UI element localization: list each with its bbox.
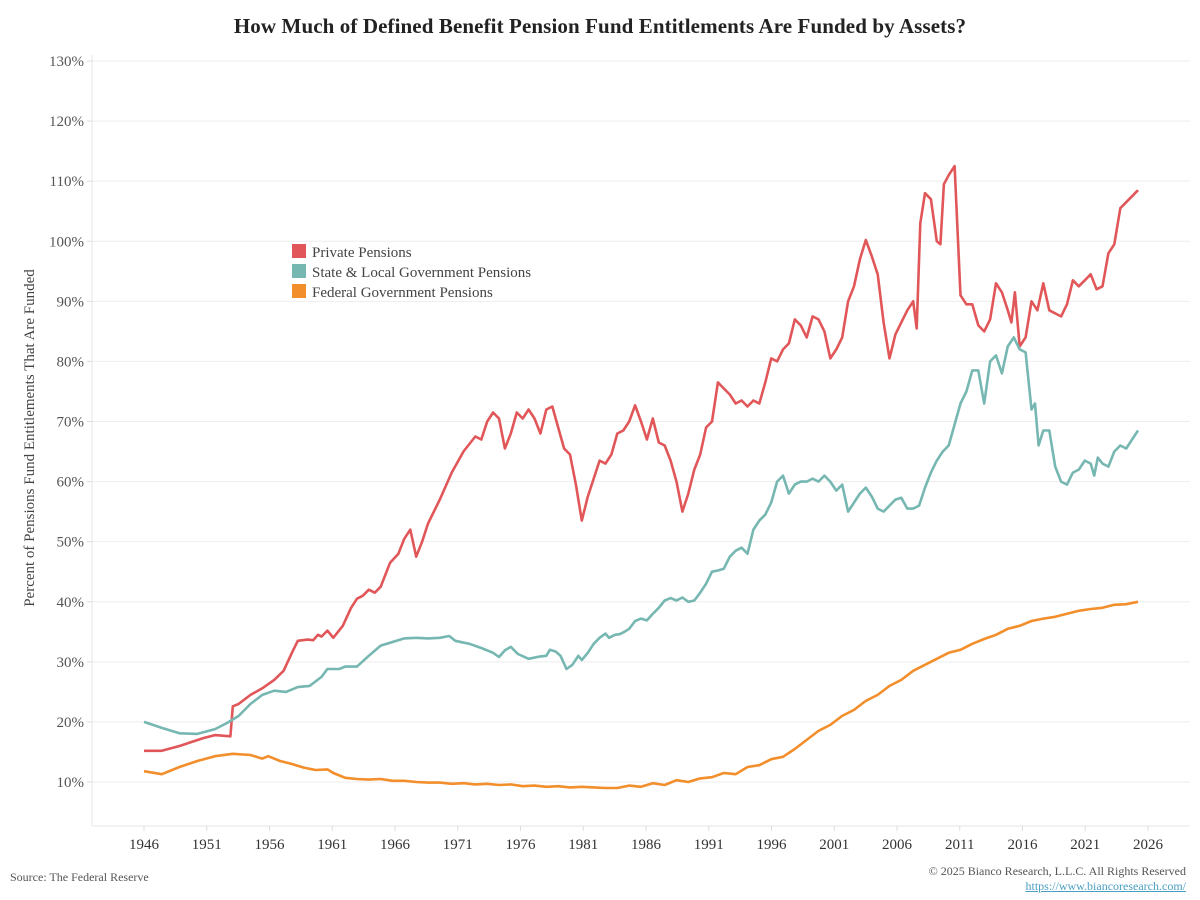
legend: Private Pensions State & Local Governmen… (292, 244, 531, 301)
y-tick-label: 60% (57, 475, 85, 491)
legend-item-state-local: State & Local Government Pensions (292, 264, 531, 281)
copyright-text: © 2025 Bianco Research, L.L.C. All Right… (928, 864, 1186, 878)
y-tick-label: 50% (57, 535, 85, 551)
series-line-state-local (143, 336, 1140, 736)
x-tick-label: 2006 (882, 837, 913, 853)
x-tick-label: 1951 (192, 837, 222, 853)
x-tick-label: 1961 (317, 837, 347, 853)
y-tick-label: 30% (57, 655, 85, 671)
series-line-federal (143, 600, 1139, 790)
copyright-block: © 2025 Bianco Research, L.L.C. All Right… (929, 864, 1186, 894)
y-tick-label: 120% (49, 114, 84, 130)
legend-swatch-state-local (292, 264, 306, 278)
series-lines (143, 164, 1140, 790)
website-link[interactable]: https://www.biancoresearch.com/ (1025, 879, 1186, 893)
y-tick-label: 130% (49, 54, 84, 70)
legend-label-state-local: State & Local Government Pensions (312, 265, 531, 281)
y-axis-label: Percent of Pensions Fund Entitlements Th… (22, 269, 38, 607)
y-tick-label: 90% (57, 294, 85, 310)
legend-item-private: Private Pensions (292, 244, 412, 261)
x-tick-label: 1946 (129, 837, 160, 853)
y-tick-label: 20% (57, 715, 85, 731)
x-tick-label: 1981 (568, 837, 598, 853)
axes (91, 55, 1190, 827)
x-tick-label: 1956 (255, 837, 286, 853)
x-tick-label: 2001 (819, 837, 849, 853)
y-tick-label: 10% (57, 775, 85, 791)
series-line-private (144, 164, 1139, 753)
x-tick-label: 1971 (443, 837, 473, 853)
y-tick-labels: 10% 20% 30% 40% 50% 60% 70% 80% 90% 100% 110% 120% 1… (49, 54, 92, 791)
legend-swatch-federal (292, 284, 306, 298)
legend-item-federal: Federal Government Pensions (292, 284, 493, 301)
x-tick-label: 2011 (945, 837, 974, 853)
x-tick-label: 1986 (631, 837, 662, 853)
legend-swatch-private (292, 244, 306, 258)
chart-title: How Much of Defined Benefit Pension Fund… (233, 14, 967, 38)
gridlines (92, 60, 1190, 783)
y-tick-label: 40% (57, 595, 85, 611)
legend-label-federal: Federal Government Pensions (312, 285, 493, 301)
x-tick-label: 1996 (757, 837, 788, 853)
y-tick-label: 80% (57, 354, 85, 370)
x-tick-label: 2016 (1008, 837, 1039, 853)
x-tick-labels: 1946 1951 1956 1961 1966 1971 1976 1981 1986 1991… (129, 826, 1164, 853)
x-tick-label: 1976 (506, 837, 537, 853)
x-tick-label: 1991 (694, 837, 724, 853)
y-tick-label: 100% (49, 234, 84, 250)
y-tick-label: 110% (50, 174, 84, 190)
x-tick-label: 2026 (1133, 837, 1164, 853)
x-tick-label: 1966 (380, 837, 411, 853)
x-tick-label: 2021 (1070, 837, 1100, 853)
legend-label-private: Private Pensions (312, 245, 412, 261)
y-tick-label: 70% (57, 415, 85, 431)
source-note: Source: The Federal Reserve (10, 870, 149, 884)
